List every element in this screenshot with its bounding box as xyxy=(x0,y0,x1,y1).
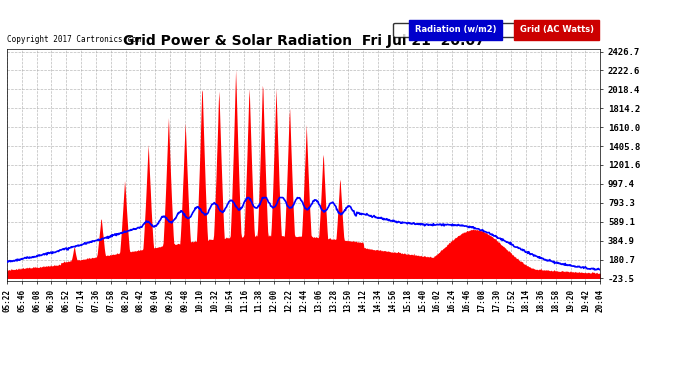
Text: Copyright 2017 Cartronics.com: Copyright 2017 Cartronics.com xyxy=(7,35,141,44)
Legend: Radiation (w/m2), Grid (AC Watts): Radiation (w/m2), Grid (AC Watts) xyxy=(393,23,596,37)
Title: Grid Power & Solar Radiation  Fri Jul 21  20:07: Grid Power & Solar Radiation Fri Jul 21 … xyxy=(123,34,484,48)
